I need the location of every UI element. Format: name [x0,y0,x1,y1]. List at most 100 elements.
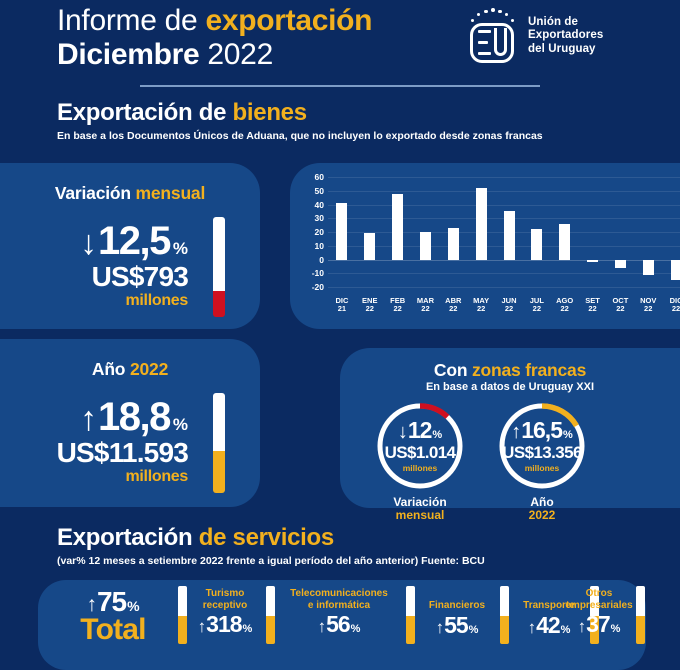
chart-y-tick: 60 [314,172,324,182]
services-item-transporte: Transporte ↑ 42 % [506,600,592,637]
chart-bar [364,233,376,260]
page-header: Informe de exportación Diciembre 2022 [0,0,680,92]
goods-subtitle: En base a los Documentos Únicos de Aduan… [57,130,543,142]
monthly-percent-value: 12,5 [98,219,171,263]
year-percent-sign: % [172,415,188,434]
services-divider-5 [590,586,599,644]
chart-x-tick: ABR 22 [445,296,462,314]
free-zones-donut-year: ↑ 16,5 % US$13.356 millones [496,400,588,492]
title-line1-accent: exportación [205,4,373,37]
chart-bar [503,211,515,260]
chart-bar [670,259,680,281]
donut-ring-year-icon [499,403,585,489]
turismo-arrow-up-icon: ↑ [197,617,207,636]
chart-x-tick: FEB 22 [390,296,406,314]
chart-gridline [328,204,680,206]
chart-x-tick: JUL 22 [529,296,544,314]
chart-gridline [328,190,680,192]
header-divider [140,85,540,87]
services-item-otros: Otros empresariales ↑ 37 % [544,588,654,636]
chart-y-tick: 40 [314,199,324,210]
title-line2-plain: 2022 [199,38,273,71]
logo-text-line3: del Uruguay [528,42,596,55]
year-2022-panel: Año 2022 ↑ 18,8 % US$11.593 millones [0,339,260,507]
year-2022-stat: ↑ 18,8 % US$11.593 millones [18,397,189,485]
chart-x-tick: MAR 22 [416,296,434,314]
chart-y-tick: 0 [319,254,324,265]
free-zones-heading-plain: Con [433,360,472,380]
telecom-value: 56 [326,611,351,637]
otros-label-l2: empresariales [565,599,633,611]
chart-gridline [328,177,680,178]
chart-bar [392,193,404,260]
chart-plot-area [328,177,680,288]
services-divider-3 [406,586,415,644]
logo-text-line2: Exportadores [528,29,604,42]
chart-bar [642,259,654,275]
monthly-variation-bar [213,217,225,317]
monthly-variation-panel: Variación mensual ↓ 12,5 % US$793 millon… [0,163,260,329]
turismo-sign: % [242,623,253,635]
turismo-label-l1: Turismo [205,588,245,599]
year-heading-accent: 2022 [129,359,169,379]
transporte-value: 42 [536,611,561,638]
chart-bar [336,203,348,260]
chart-bar [587,259,599,262]
chart-x-tick: ENE 22 [362,296,378,314]
logo-dots-icon [466,8,518,26]
year-arrow-up-icon: ↑ [80,400,98,438]
free-zones-panel: Con zonas francas En base a datos de Uru… [340,348,680,522]
fz-monthly-arrow-down-icon: ↓ [397,421,408,443]
monthly-variation-heading: Variación mensual [0,183,260,204]
chart-x-tick: DIC 22 [669,296,680,314]
monthly-percent-sign: % [172,239,188,258]
services-item-turismo: Turismo receptivo ↑ 318 % [186,588,264,636]
page-title: Informe de exportación Diciembre 2022 [57,4,373,72]
year-2022-bar [213,393,225,493]
services-divider-2 [266,586,275,644]
chart-bar [475,188,487,260]
chart-zero-line [328,259,680,261]
chart-y-tick: -20 [311,282,324,292]
free-zones-heading-accent: zonas francas [471,360,587,380]
year-amount: US$11.593 [56,437,189,468]
chart-x-tick: AGO 22 [556,296,574,314]
logo-text: Unión de Exportadores del Uruguay [528,16,603,56]
chart-y-tick: 10 [314,240,324,251]
chart-y-tick: 20 [314,227,324,237]
monthly-unit: millones [125,292,188,309]
chart-x-tick: OCT 22 [612,296,629,314]
monthly-heading-accent: mensual [135,183,206,203]
chart-bar [559,223,571,260]
title-line2-bold: Diciembre [57,38,200,71]
fz-year-percent: 16,5 [521,417,563,443]
chart-x-tick: DIC 21 [335,296,349,314]
free-zones-year-caption: Año 2022 [477,496,607,522]
monthly-arrow-down-icon: ↓ [80,224,98,262]
chart-gridline [328,287,680,288]
transporte-arrow-up-icon: ↑ [527,617,537,637]
goods-title-accent: bienes [232,99,308,126]
services-panel: ↑ 75 % Total Turismo receptivo ↑ 318 % T… [38,580,646,670]
telecom-sign: % [350,623,361,635]
chart-bar [614,259,626,268]
otros-sign: % [610,623,621,635]
fz-year-arrow-up-icon: ↑ [511,421,522,443]
chart-bar [419,232,431,260]
fz-year-caption-l1: Año [530,495,554,509]
services-total: ↑ 75 % Total [48,586,178,646]
bar-chart: 60 50 40 30 20 10 0 -10 -20 DIC 21 ENE 22 FEB 22 MAR 22… [302,171,680,321]
total-percent-sign: % [127,598,140,614]
year-2022-heading: Año 2022 [0,359,260,380]
total-percent-value: 75 [96,586,127,617]
financieros-arrow-up-icon: ↑ [435,617,445,637]
chart-y-axis: 60 50 40 30 20 10 0 -10 -20 [302,171,324,293]
transporte-sign: % [560,623,571,636]
services-section-header: Exportación de servicios (var% 12 meses … [57,524,485,568]
transporte-label: Transporte [523,600,575,611]
turismo-label-l2: receptivo [202,599,248,611]
services-divider-1 [178,586,187,644]
financieros-sign: % [468,623,479,636]
year-unit: millones [125,468,188,485]
